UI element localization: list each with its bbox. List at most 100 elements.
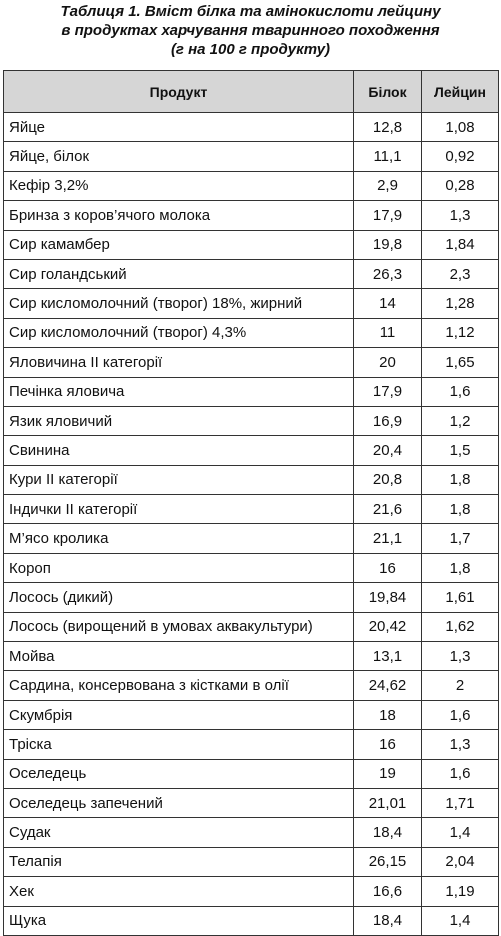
value-cell: 1,6 [421, 376, 499, 407]
value-cell: 16,6 [353, 876, 422, 907]
table-row: Індички ІІ категорії 21,6 1,8 [3, 494, 499, 525]
product-cell: Сир кисломолочний (творог) 4,3% [3, 317, 354, 349]
table-row: Сир голандський 26,3 2,3 [3, 258, 499, 290]
value-cell: 20 [353, 347, 422, 378]
table-row: Лосось (вирощений в умовах аквакультури)… [3, 611, 499, 643]
table-row: Яйце, білок 11,1 0,92 [3, 141, 499, 172]
table-row: Свинина 20,4 1,5 [3, 435, 499, 466]
title: Таблиця 1. Вміст білка та амінокислоти л… [0, 0, 501, 59]
value-cell: 1,5 [421, 435, 499, 466]
value-cell: 20,42 [353, 611, 422, 643]
value-cell: 1,6 [421, 699, 499, 731]
header-row: Продукт Білок Лейцин [3, 70, 499, 113]
table-row: Телапія 26,15 2,04 [3, 846, 499, 878]
product-cell: Язик яловичий [3, 405, 354, 437]
value-cell: 26,15 [353, 846, 422, 878]
table-row: Сир камамбер 19,8 1,84 [3, 229, 499, 260]
value-cell: 1,65 [421, 347, 499, 378]
product-cell: Судак [3, 817, 354, 848]
value-cell: 1,6 [421, 758, 499, 789]
value-cell: 20,4 [353, 435, 422, 466]
table-row: Бринза з коров’ячого молока 17,9 1,3 [3, 200, 499, 231]
table-row: Сир кисломолочний (творог) 18%, жирний 14… [3, 288, 499, 319]
table-row: Хек 16,6 1,19 [3, 876, 499, 907]
value-cell: 20,8 [353, 464, 422, 496]
product-cell: М’ясо кролика [3, 523, 354, 554]
value-cell: 1,12 [421, 317, 499, 349]
value-cell: 1,71 [421, 787, 499, 819]
product-cell: Сардина, консервована з кістками в олії [3, 670, 354, 701]
column-header: Білок [353, 70, 422, 113]
value-cell: 21,01 [353, 787, 422, 819]
title-line: (г на 100 г продукту) [170, 41, 331, 58]
table-row: Кефір 3,2% 2,9 0,28 [3, 170, 499, 202]
table: Продукт Білок Лейцин Яйце 12,8 1,08 Яйце, біл… [3, 70, 499, 936]
value-cell: 19,8 [353, 229, 422, 260]
product-cell: Мойва [3, 641, 354, 672]
value-cell: 17,9 [353, 200, 422, 231]
value-cell: 12,8 [353, 111, 422, 143]
product-cell: Сир кисломолочний (творог) 18%, жирний [3, 288, 354, 319]
value-cell: 19 [353, 758, 422, 789]
value-cell: 1,3 [421, 729, 499, 760]
table-row: Сардина, консервована з кістками в олії 2… [3, 670, 499, 701]
product-cell: Кури ІІ категорії [3, 464, 354, 496]
value-cell: 16 [353, 729, 422, 760]
value-cell: 1,19 [421, 876, 499, 907]
table-row: Яловичина ІІ категорії 20 1,65 [3, 347, 499, 378]
value-cell: 1,3 [421, 200, 499, 231]
product-cell: Щука [3, 905, 354, 936]
value-cell: 0,92 [421, 141, 499, 172]
product-cell: Короп [3, 552, 354, 584]
value-cell: 26,3 [353, 258, 422, 290]
value-cell: 1,7 [421, 523, 499, 554]
table-row: Оселедець запечений 21,01 1,71 [3, 787, 499, 819]
product-cell: Яйце [3, 111, 354, 143]
value-cell: 1,4 [421, 905, 499, 936]
value-cell: 1,62 [421, 611, 499, 643]
value-cell: 2,3 [421, 258, 499, 290]
value-cell: 16,9 [353, 405, 422, 437]
value-cell: 11 [353, 317, 422, 349]
value-cell: 0,28 [421, 170, 499, 202]
product-cell: Кефір 3,2% [3, 170, 354, 202]
product-cell: Оселедець запечений [3, 787, 354, 819]
table-row: Щука 18,4 1,4 [3, 905, 499, 936]
value-cell: 17,9 [353, 376, 422, 407]
product-cell: Сир камамбер [3, 229, 354, 260]
table-row: Сир кисломолочний (творог) 4,3% 11 1,12 [3, 317, 499, 349]
value-cell: 21,6 [353, 494, 422, 525]
product-cell: Скумбрія [3, 699, 354, 731]
column-header: Лейцин [421, 70, 499, 113]
table-row: Мойва 13,1 1,3 [3, 641, 499, 672]
product-cell: Свинина [3, 435, 354, 466]
value-cell: 1,8 [421, 552, 499, 584]
value-cell: 1,28 [421, 288, 499, 319]
value-cell: 13,1 [353, 641, 422, 672]
value-cell: 2 [421, 670, 499, 701]
value-cell: 1,4 [421, 817, 499, 848]
value-cell: 1,08 [421, 111, 499, 143]
value-cell: 16 [353, 552, 422, 584]
value-cell: 24,62 [353, 670, 422, 701]
table-row: Оселедець 19 1,6 [3, 758, 499, 789]
value-cell: 1,84 [421, 229, 499, 260]
product-cell: Яйце, білок [3, 141, 354, 172]
value-cell: 19,84 [353, 582, 422, 613]
value-cell: 21,1 [353, 523, 422, 554]
value-cell: 1,8 [421, 494, 499, 525]
value-cell: 18,4 [353, 817, 422, 848]
product-cell: Індички ІІ категорії [3, 494, 354, 525]
product-cell: Бринза з коров’ячого молока [3, 200, 354, 231]
value-cell: 11,1 [353, 141, 422, 172]
value-cell: 18,4 [353, 905, 422, 936]
column-header: Продукт [3, 70, 354, 113]
value-cell: 1,2 [421, 405, 499, 437]
table-row: Скумбрія 18 1,6 [3, 699, 499, 731]
table-row: Судак 18,4 1,4 [3, 817, 499, 848]
table-row: Тріска 16 1,3 [3, 729, 499, 760]
product-cell: Лосось (вирощений в умовах аквакультури) [3, 611, 354, 643]
table-row: Лосось (дикий) 19,84 1,61 [3, 582, 499, 613]
value-cell: 1,8 [421, 464, 499, 496]
